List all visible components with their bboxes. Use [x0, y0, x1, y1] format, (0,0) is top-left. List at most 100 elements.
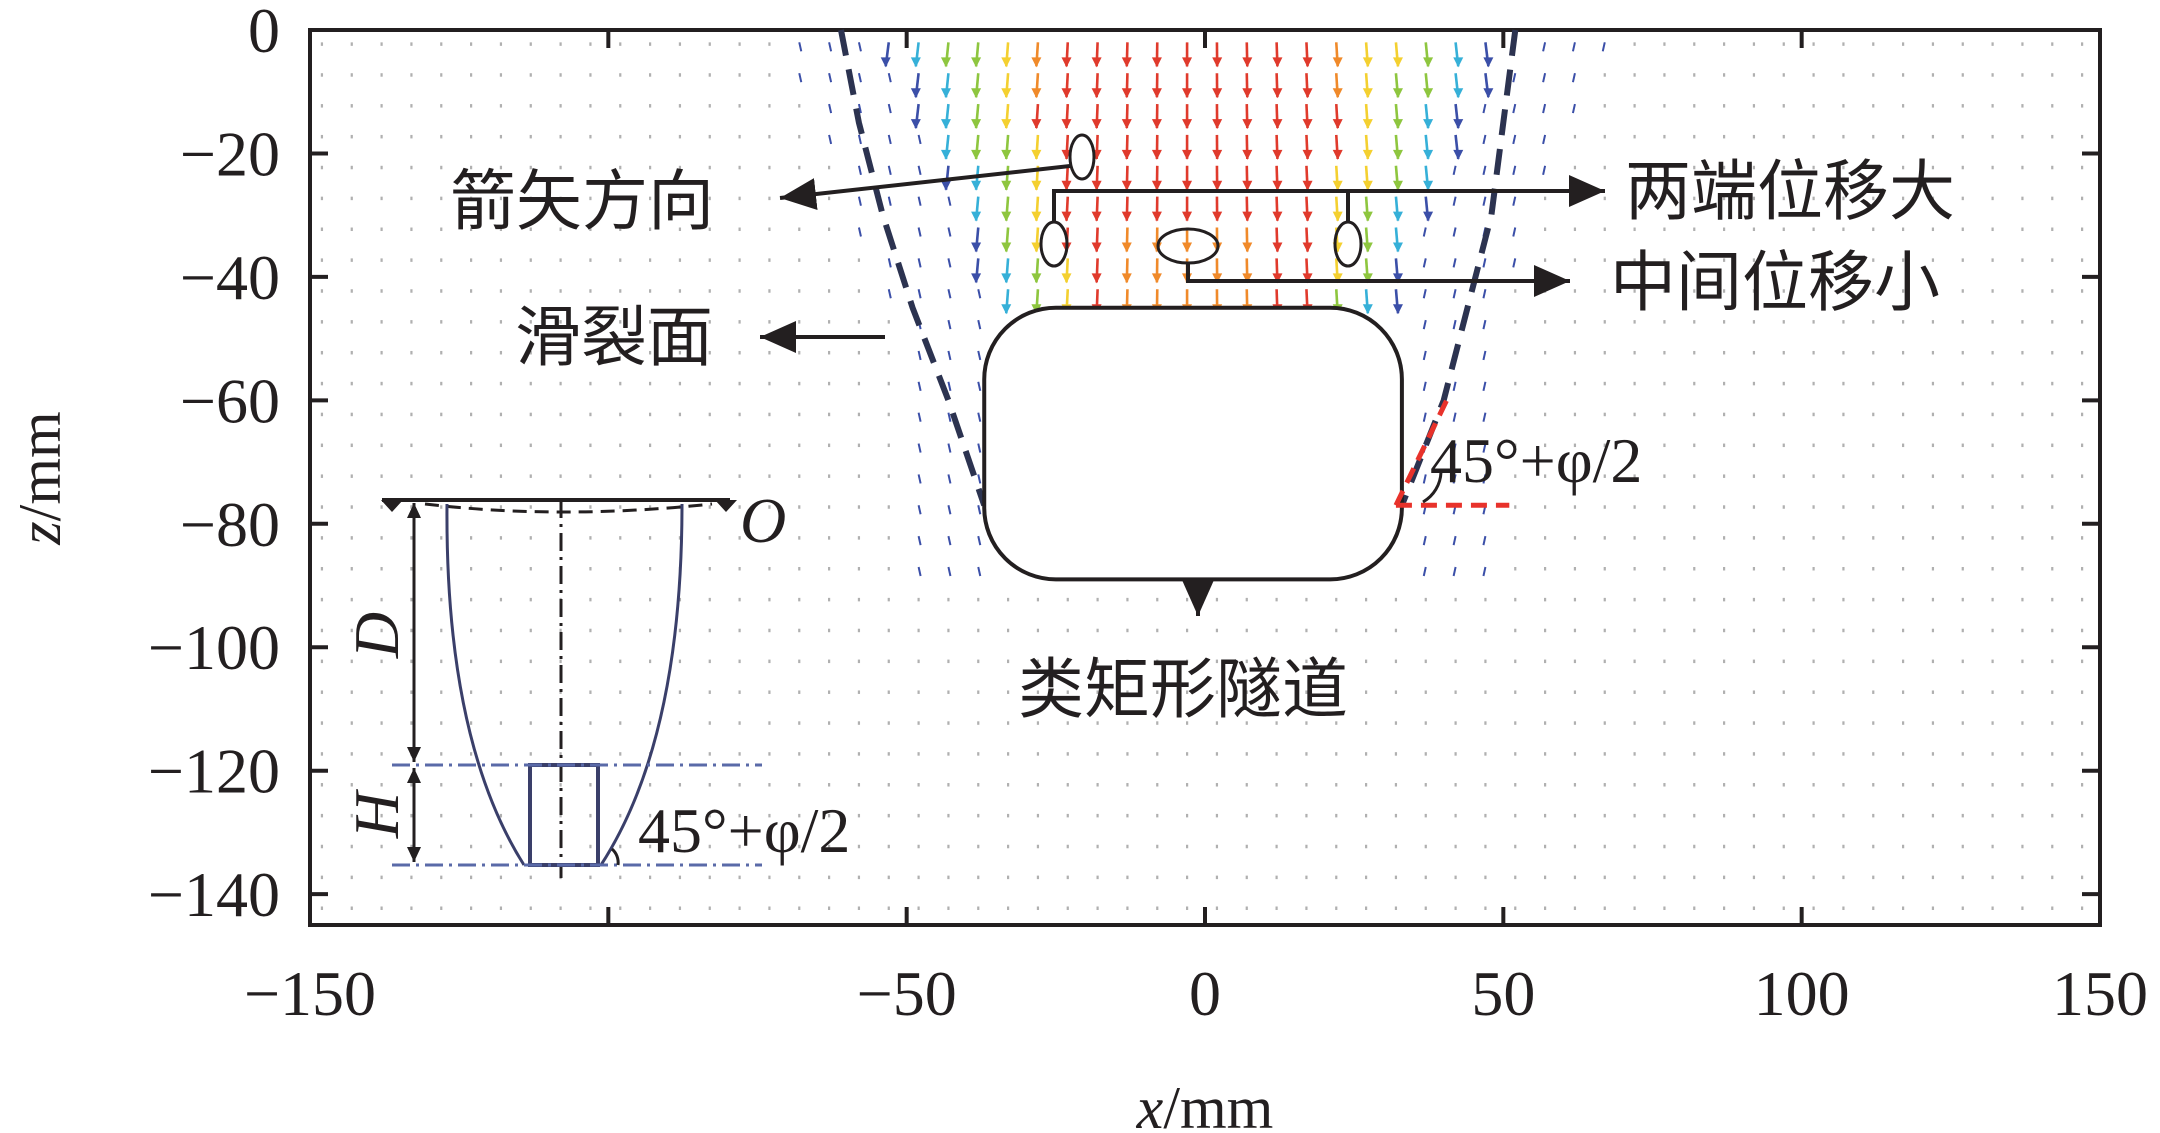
vector-dot: [887, 165, 892, 176]
vector-arrow-head: [1362, 57, 1373, 68]
vector-dot: [1482, 103, 1487, 114]
vector-dot: [917, 381, 922, 392]
vector-arrow-head: [1061, 180, 1072, 191]
vector-dot: [828, 134, 833, 145]
vector-arrow-head: [1362, 88, 1373, 99]
vector-arrow-head: [1212, 57, 1223, 68]
vector-dot: [887, 72, 892, 83]
inset-D-arrow-bottom: [407, 747, 421, 762]
vector-arrow-head: [1242, 57, 1253, 68]
vector-dot: [857, 72, 862, 83]
vector-dot: [887, 289, 892, 299]
vector-dot: [917, 196, 922, 206]
vector-dot: [1542, 134, 1547, 145]
vector-arrow-head: [1332, 180, 1343, 191]
vector-dot: [1571, 103, 1576, 114]
slip-surface-label: 滑裂面: [515, 299, 713, 376]
vector-arrow-head: [1392, 88, 1403, 99]
vector-dot: [977, 505, 982, 515]
vector-dot: [1482, 443, 1487, 453]
inset-D-label: D: [341, 612, 412, 659]
vector-arrow-head: [910, 119, 921, 130]
vector-arrow-head: [1001, 242, 1012, 253]
vector-arrow-head: [1242, 242, 1253, 253]
vector-arrow-head: [1242, 273, 1253, 284]
vector-arrow-head: [1151, 57, 1162, 68]
inset-tunnel: [528, 763, 600, 867]
vector-arrow-head: [1392, 273, 1403, 284]
inset-H-arrow-top: [407, 768, 421, 783]
vector-arrow-head: [1483, 57, 1494, 68]
vector-dot: [1452, 319, 1457, 330]
y-tick-label: −120: [148, 736, 280, 807]
inset-angle-arc: [610, 847, 620, 866]
vector-dot: [947, 535, 952, 546]
vector-dot: [947, 319, 952, 330]
vector-dot: [1482, 289, 1487, 299]
vector-arrow-head: [1272, 273, 1283, 284]
vector-arrow-head: [1001, 88, 1012, 99]
vector-arrow-head: [1392, 149, 1403, 160]
vector-arrow-head: [1332, 273, 1343, 284]
vector-arrow-head: [1031, 119, 1042, 130]
x-tick-labels: −150 −50 0 50 100 150: [244, 958, 2148, 1029]
vector-arrow-head: [1302, 88, 1313, 99]
x-tick-label: −50: [857, 958, 957, 1029]
vector-arrow-head: [1212, 180, 1223, 191]
x-tick-label: 50: [1471, 958, 1535, 1029]
inset-settlement-curve: [424, 502, 713, 514]
vector-dot: [1422, 227, 1427, 237]
vector-dot: [947, 289, 952, 299]
vector-arrow-head: [1031, 242, 1042, 253]
vector-dot: [917, 227, 922, 237]
vector-arrow-head: [1242, 211, 1253, 222]
vector-dot: [917, 443, 922, 453]
vector-arrow-head: [971, 242, 982, 253]
vector-arrow-head: [1061, 119, 1072, 130]
vector-arrow-head: [1362, 149, 1373, 160]
vector-dot: [1482, 165, 1487, 176]
quasi-rectangular-tunnel: [982, 305, 1404, 582]
vector-dot: [977, 443, 982, 453]
vector-arrow-head: [940, 180, 951, 191]
vector-arrow-head: [940, 88, 951, 99]
vector-arrow-head: [1453, 88, 1464, 99]
vector-arrow-head: [1121, 180, 1132, 191]
vector-dot: [947, 258, 952, 268]
inset-slip-left: [445, 503, 526, 866]
vector-arrow-head: [1302, 273, 1313, 284]
vector-arrow-head: [971, 119, 982, 130]
vector-arrow-head: [1242, 149, 1253, 160]
vector-dot: [947, 381, 952, 392]
vector-arrow-head: [1031, 149, 1042, 160]
vector-dot: [798, 42, 803, 52]
angle-label-main: 45°+φ/2: [1430, 425, 1642, 496]
vector-arrow-head: [910, 57, 921, 68]
vector-arrow-head: [1091, 242, 1102, 253]
x-tick-label: 0: [1189, 958, 1221, 1029]
tunnel-label: 类矩形隧道: [1018, 651, 1348, 728]
vector-dot: [917, 474, 922, 484]
vector-arrow-head: [940, 119, 951, 130]
vector-dot: [1452, 381, 1457, 392]
vector-arrow-head: [1302, 242, 1313, 253]
vector-dot: [1482, 134, 1487, 145]
vector-arrow-head: [1392, 211, 1403, 222]
vector-dot: [1452, 443, 1457, 453]
vector-dot: [1512, 72, 1517, 83]
vector-dot: [917, 535, 922, 546]
vector-arrow-head: [1121, 242, 1132, 253]
inset-slip-right: [599, 503, 684, 866]
vector-arrow-head: [971, 149, 982, 160]
vector-arrow-head: [1392, 180, 1403, 191]
vector-arrow-head: [1272, 180, 1283, 191]
vector-dot: [857, 165, 862, 176]
vector-dot: [1571, 72, 1576, 83]
inset-angle-label: 45°+φ/2: [638, 795, 850, 866]
vector-dot: [1482, 319, 1487, 330]
vector-arrow-head: [1392, 57, 1403, 68]
vector-dot: [1452, 227, 1457, 237]
vector-dot: [1452, 412, 1457, 422]
vector-arrow-head: [1332, 57, 1343, 68]
